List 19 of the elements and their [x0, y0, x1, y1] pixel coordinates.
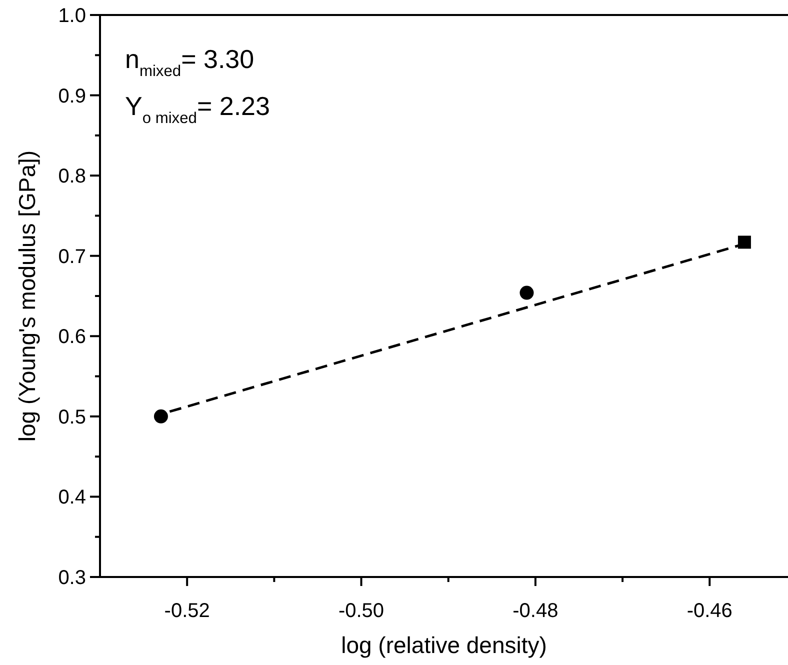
y-tick-label: 0.7	[58, 246, 86, 268]
y-tick-label: 0.3	[58, 567, 86, 589]
point	[154, 409, 168, 424]
annotation: n$_{mixed}$= 3.30	[125, 44, 254, 80]
y-tick-label: 0.4	[58, 486, 86, 509]
y-axis-title: log (Young's modulus [GPa])	[14, 150, 40, 442]
x-axis-title: log (relative density)	[341, 632, 547, 658]
x-tick-label: -0.46	[686, 600, 732, 622]
y-tick-label: 0.9	[58, 85, 86, 108]
y-tick-label: 1.0	[58, 5, 86, 27]
x-tick-label: -0.48	[512, 600, 558, 622]
annotation: Y$_{o mixed}$= 2.23	[125, 91, 270, 127]
x-tick-label: -0.50	[338, 600, 384, 622]
y-tick-label: 0.6	[58, 326, 86, 348]
y-tick-label: 0.8	[58, 166, 86, 188]
y-tick-label: 0.5	[58, 406, 86, 428]
point	[520, 286, 534, 300]
x-tick-label: -0.52	[164, 600, 210, 622]
point	[738, 236, 751, 249]
